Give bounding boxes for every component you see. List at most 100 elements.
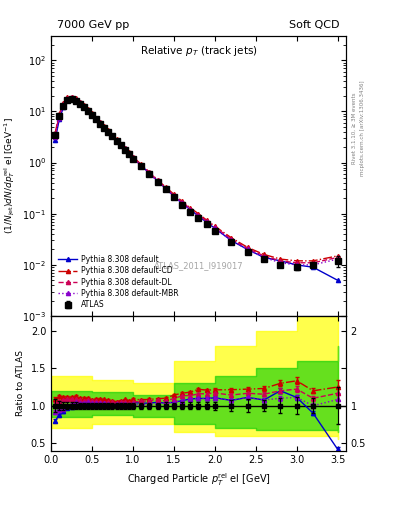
Pythia 8.308 default-MBR	[196, 213, 201, 219]
Pythia 8.308 default	[335, 277, 340, 283]
Pythia 8.308 default-DL	[188, 206, 193, 212]
Pythia 8.308 default-DL	[147, 169, 152, 176]
Pythia 8.308 default	[127, 150, 131, 156]
Pythia 8.308 default-MBR	[335, 256, 340, 262]
Pythia 8.308 default-CD	[69, 94, 74, 100]
Pythia 8.308 default-MBR	[123, 146, 127, 152]
Pythia 8.308 default-DL	[94, 115, 99, 121]
Pythia 8.308 default-DL	[106, 127, 111, 134]
Pythia 8.308 default-CD	[65, 94, 70, 100]
Pythia 8.308 default-DL	[155, 177, 160, 183]
Pythia 8.308 default	[172, 193, 176, 199]
Pythia 8.308 default	[69, 96, 74, 102]
Pythia 8.308 default-MBR	[81, 103, 86, 110]
Pythia 8.308 default-MBR	[61, 103, 66, 110]
Pythia 8.308 default-MBR	[106, 128, 111, 134]
Pythia 8.308 default	[102, 124, 107, 130]
Pythia 8.308 default-CD	[118, 140, 123, 146]
Pythia 8.308 default	[77, 100, 82, 106]
Pythia 8.308 default-DL	[204, 218, 209, 224]
Pythia 8.308 default-MBR	[127, 150, 131, 156]
Pythia 8.308 default-DL	[163, 185, 168, 191]
Pythia 8.308 default-CD	[245, 244, 250, 250]
Pythia 8.308 default-CD	[86, 106, 90, 112]
Pythia 8.308 default-MBR	[188, 207, 193, 213]
Pythia 8.308 default-MBR	[172, 193, 176, 199]
Pythia 8.308 default	[245, 246, 250, 252]
Pythia 8.308 default-DL	[139, 162, 143, 168]
Legend: Pythia 8.308 default, Pythia 8.308 default-CD, Pythia 8.308 default-DL, Pythia 8: Pythia 8.308 default, Pythia 8.308 defau…	[55, 252, 182, 312]
Pythia 8.308 default-MBR	[65, 97, 70, 103]
X-axis label: Charged Particle $p_T^{\mathrm{rel}}$ el [GeV]: Charged Particle $p_T^{\mathrm{rel}}$ el…	[127, 471, 270, 488]
Pythia 8.308 default-DL	[102, 124, 107, 130]
Pythia 8.308 default-CD	[61, 100, 66, 106]
Pythia 8.308 default	[118, 141, 123, 147]
Y-axis label: Ratio to ATLAS: Ratio to ATLAS	[16, 350, 25, 416]
Text: Rivet 3.1.10, ≥ 3M events: Rivet 3.1.10, ≥ 3M events	[352, 92, 357, 164]
Pythia 8.308 default-DL	[311, 260, 316, 266]
Pythia 8.308 default-DL	[180, 199, 184, 205]
Pythia 8.308 default	[53, 137, 57, 143]
Pythia 8.308 default-MBR	[53, 134, 57, 140]
Pythia 8.308 default	[98, 120, 103, 126]
Pythia 8.308 default	[114, 137, 119, 143]
Pythia 8.308 default-MBR	[69, 96, 74, 102]
Pythia 8.308 default-MBR	[278, 260, 283, 266]
Pythia 8.308 default-CD	[188, 205, 193, 211]
Pythia 8.308 default-MBR	[294, 262, 299, 268]
Pythia 8.308 default-CD	[81, 102, 86, 109]
Pythia 8.308 default-DL	[53, 131, 57, 137]
Pythia 8.308 default	[294, 262, 299, 268]
Pythia 8.308 default-DL	[86, 106, 90, 113]
Pythia 8.308 default-CD	[155, 177, 160, 183]
Pythia 8.308 default-DL	[69, 94, 74, 100]
Text: Soft QCD: Soft QCD	[290, 20, 340, 30]
Pythia 8.308 default-CD	[229, 234, 233, 241]
Pythia 8.308 default-MBR	[114, 137, 119, 143]
Pythia 8.308 default-DL	[127, 150, 131, 156]
Pythia 8.308 default-DL	[73, 96, 78, 102]
Pythia 8.308 default-CD	[335, 253, 340, 259]
Pythia 8.308 default-MBR	[311, 262, 316, 268]
Pythia 8.308 default-DL	[229, 236, 233, 242]
Text: 7000 GeV pp: 7000 GeV pp	[57, 20, 129, 30]
Pythia 8.308 default-MBR	[130, 155, 135, 161]
Pythia 8.308 default-DL	[278, 258, 283, 264]
Pythia 8.308 default-DL	[118, 141, 123, 147]
Pythia 8.308 default	[106, 127, 111, 134]
Pythia 8.308 default-DL	[77, 99, 82, 105]
Pythia 8.308 default-DL	[213, 224, 217, 230]
Pythia 8.308 default	[90, 112, 94, 118]
Pythia 8.308 default-DL	[245, 245, 250, 251]
Pythia 8.308 default-DL	[130, 154, 135, 160]
Pythia 8.308 default-DL	[65, 95, 70, 101]
Pythia 8.308 default	[57, 116, 62, 122]
Pythia 8.308 default-MBR	[262, 254, 266, 261]
Text: ATLAS_2011_I919017: ATLAS_2011_I919017	[154, 261, 243, 270]
Pythia 8.308 default-MBR	[163, 185, 168, 191]
Pythia 8.308 default-MBR	[57, 115, 62, 121]
Pythia 8.308 default	[61, 104, 66, 111]
Pythia 8.308 default-DL	[61, 101, 66, 107]
Pythia 8.308 default-CD	[180, 198, 184, 204]
Pythia 8.308 default	[262, 254, 266, 261]
Pythia 8.308 default-MBR	[180, 200, 184, 206]
Pythia 8.308 default	[188, 207, 193, 213]
Pythia 8.308 default-DL	[98, 119, 103, 125]
Pythia 8.308 default-DL	[123, 145, 127, 152]
Pythia 8.308 default-MBR	[90, 111, 94, 117]
Pythia 8.308 default-CD	[172, 191, 176, 197]
Pythia 8.308 default-MBR	[73, 97, 78, 103]
Pythia 8.308 default-DL	[90, 111, 94, 117]
Pythia 8.308 default	[147, 170, 152, 176]
Pythia 8.308 default	[155, 178, 160, 184]
Pythia 8.308 default	[196, 213, 201, 219]
Line: Pythia 8.308 default: Pythia 8.308 default	[53, 97, 340, 283]
Pythia 8.308 default	[123, 145, 127, 152]
Y-axis label: $(1/N_\mathrm{jet})dN/dp_T^\mathrm{rel}$ el [GeV$^{-1}$]: $(1/N_\mathrm{jet})dN/dp_T^\mathrm{rel}$…	[2, 117, 17, 234]
Pythia 8.308 default	[139, 162, 143, 168]
Pythia 8.308 default-CD	[139, 161, 143, 167]
Pythia 8.308 default-CD	[90, 110, 94, 116]
Pythia 8.308 default-MBR	[213, 225, 217, 231]
Pythia 8.308 default	[229, 238, 233, 244]
